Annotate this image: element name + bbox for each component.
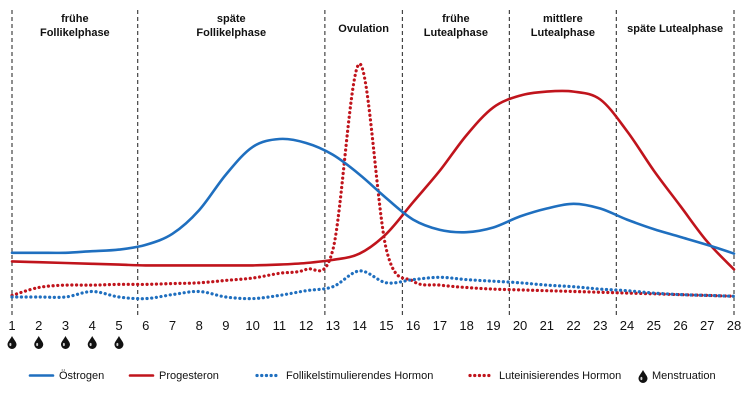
phase-label: Follikelphase: [196, 27, 266, 39]
x-axis: 1 2 3 4 5 6 7 8 9 10 11 12 13 14 15 16 17 18 19 20 21 22 23 24 2…: [8, 318, 741, 333]
drop-highlight: [36, 342, 39, 347]
x-tick-label: 2: [35, 318, 42, 333]
x-tick-label: 4: [89, 318, 96, 333]
drop-icon: [638, 370, 648, 383]
x-tick-label: 15: [379, 318, 393, 333]
drop-highlight: [640, 376, 643, 381]
series-line-progesteron: [10, 89, 736, 271]
legend-item: Luteinisierendes Hormon: [468, 370, 621, 382]
menstruation-drop-icon: [87, 336, 97, 349]
x-tick-label: 9: [222, 318, 229, 333]
x-tick-label: 26: [673, 318, 687, 333]
series-layer: [10, 62, 736, 301]
drop-highlight: [116, 342, 119, 347]
phase-label: frühe: [442, 13, 470, 25]
drop-highlight: [62, 342, 65, 347]
x-tick-label: 21: [540, 318, 554, 333]
legend-label: Menstruation: [652, 370, 716, 382]
x-tick-label: 25: [647, 318, 661, 333]
menstruation-markers: [7, 336, 124, 349]
phase-label: mittlere: [543, 13, 583, 25]
phase-label: späte Lutealphase: [627, 23, 723, 35]
x-tick-label: 14: [352, 318, 366, 333]
x-tick-label: 3: [62, 318, 69, 333]
x-tick-label: 16: [406, 318, 420, 333]
x-tick-label: 11: [273, 318, 287, 333]
phase-label: Lutealphase: [424, 27, 488, 39]
x-tick-label: 7: [169, 318, 176, 333]
menstruation-drop-icon: [7, 336, 17, 349]
series-line-luteinisierendes-hormon: [10, 62, 736, 298]
phase-label: Lutealphase: [531, 27, 595, 39]
x-tick-label: 18: [459, 318, 473, 333]
drop-highlight: [89, 342, 92, 347]
x-tick-label: 23: [593, 318, 607, 333]
x-tick-label: 13: [326, 318, 340, 333]
legend-label: Progesteron: [159, 370, 219, 382]
x-tick-label: 27: [700, 318, 714, 333]
legend-item: Östrogen: [28, 370, 104, 382]
legend-item: Progesteron: [128, 370, 219, 382]
phase-label: Ovulation: [338, 23, 389, 35]
series-line-follikelstimulierendes-hormon: [10, 269, 736, 301]
x-tick-label: 24: [620, 318, 634, 333]
x-tick-label: 1: [8, 318, 15, 333]
menstruation-drop-icon: [114, 336, 124, 349]
x-tick-label: 19: [486, 318, 500, 333]
x-tick-label: 6: [142, 318, 149, 333]
legend-item: Follikelstimulierendes Hormon: [255, 370, 433, 382]
phase-label: Follikelphase: [40, 27, 110, 39]
x-tick-label: 17: [433, 318, 447, 333]
x-tick-label: 28: [727, 318, 741, 333]
x-tick-label: 5: [115, 318, 122, 333]
legend-item: Menstruation: [638, 370, 716, 383]
menstruation-drop-icon: [60, 336, 70, 349]
phase-label: frühe: [61, 13, 89, 25]
x-tick-label: 22: [566, 318, 580, 333]
phase-layer: frühe Follikelphase späte Follikelphase Ovul…: [11, 10, 735, 318]
phase-label: späte: [217, 13, 246, 25]
legend: Östrogen Progesteron Follikelstimulierende…: [28, 370, 716, 383]
legend-label: Östrogen: [59, 370, 104, 382]
x-tick-label: 8: [196, 318, 203, 333]
legend-label: Follikelstimulierendes Hormon: [286, 370, 433, 382]
x-tick-label: 20: [513, 318, 527, 333]
x-tick-label: 12: [299, 318, 313, 333]
x-tick-label: 10: [245, 318, 259, 333]
series-line-östrogen: [10, 137, 736, 255]
drop-highlight: [9, 342, 12, 347]
menstruation-drop-icon: [34, 336, 44, 349]
legend-label: Luteinisierendes Hormon: [499, 370, 621, 382]
